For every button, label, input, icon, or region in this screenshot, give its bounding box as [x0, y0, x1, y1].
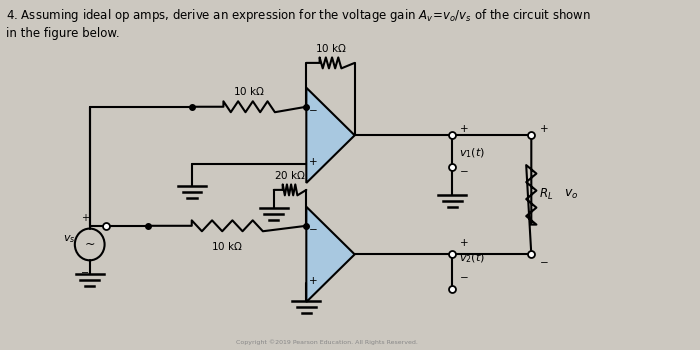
Text: 10 k$\Omega$: 10 k$\Omega$ — [314, 42, 346, 54]
Text: $R_L$: $R_L$ — [539, 187, 553, 202]
Text: ~: ~ — [85, 238, 95, 251]
Text: $-$: $-$ — [458, 271, 468, 281]
Text: $-$: $-$ — [458, 165, 468, 175]
Text: $-$: $-$ — [308, 104, 318, 114]
Text: $-$: $-$ — [539, 256, 548, 266]
Text: $+$: $+$ — [308, 156, 318, 167]
Text: 20 k$\Omega$: 20 k$\Omega$ — [274, 169, 306, 181]
Text: $-$: $-$ — [80, 266, 90, 276]
Text: 10 k$\Omega$: 10 k$\Omega$ — [211, 240, 244, 252]
Text: $v_s$: $v_s$ — [63, 233, 76, 245]
Polygon shape — [307, 207, 355, 302]
Text: 10 k$\Omega$: 10 k$\Omega$ — [233, 85, 265, 97]
Text: $v_2(t)$: $v_2(t)$ — [458, 252, 485, 265]
Text: in the figure below.: in the figure below. — [6, 27, 120, 40]
Text: $v_1(t)$: $v_1(t)$ — [458, 146, 485, 160]
Text: $+$: $+$ — [80, 212, 90, 223]
Polygon shape — [307, 88, 355, 183]
Text: $v_o$: $v_o$ — [564, 188, 578, 201]
Text: $+$: $+$ — [308, 275, 318, 286]
Text: $+$: $+$ — [539, 123, 548, 134]
Text: $+$: $+$ — [458, 237, 468, 248]
Text: $+$: $+$ — [458, 123, 468, 134]
Text: $-$: $-$ — [308, 223, 318, 233]
Text: 4. Assuming ideal op amps, derive an expression for the voltage gain $A_v\!=\!v_: 4. Assuming ideal op amps, derive an exp… — [6, 7, 591, 25]
Text: Copyright ©2019 Pearson Education. All Rights Reserved.: Copyright ©2019 Pearson Education. All R… — [236, 339, 418, 345]
